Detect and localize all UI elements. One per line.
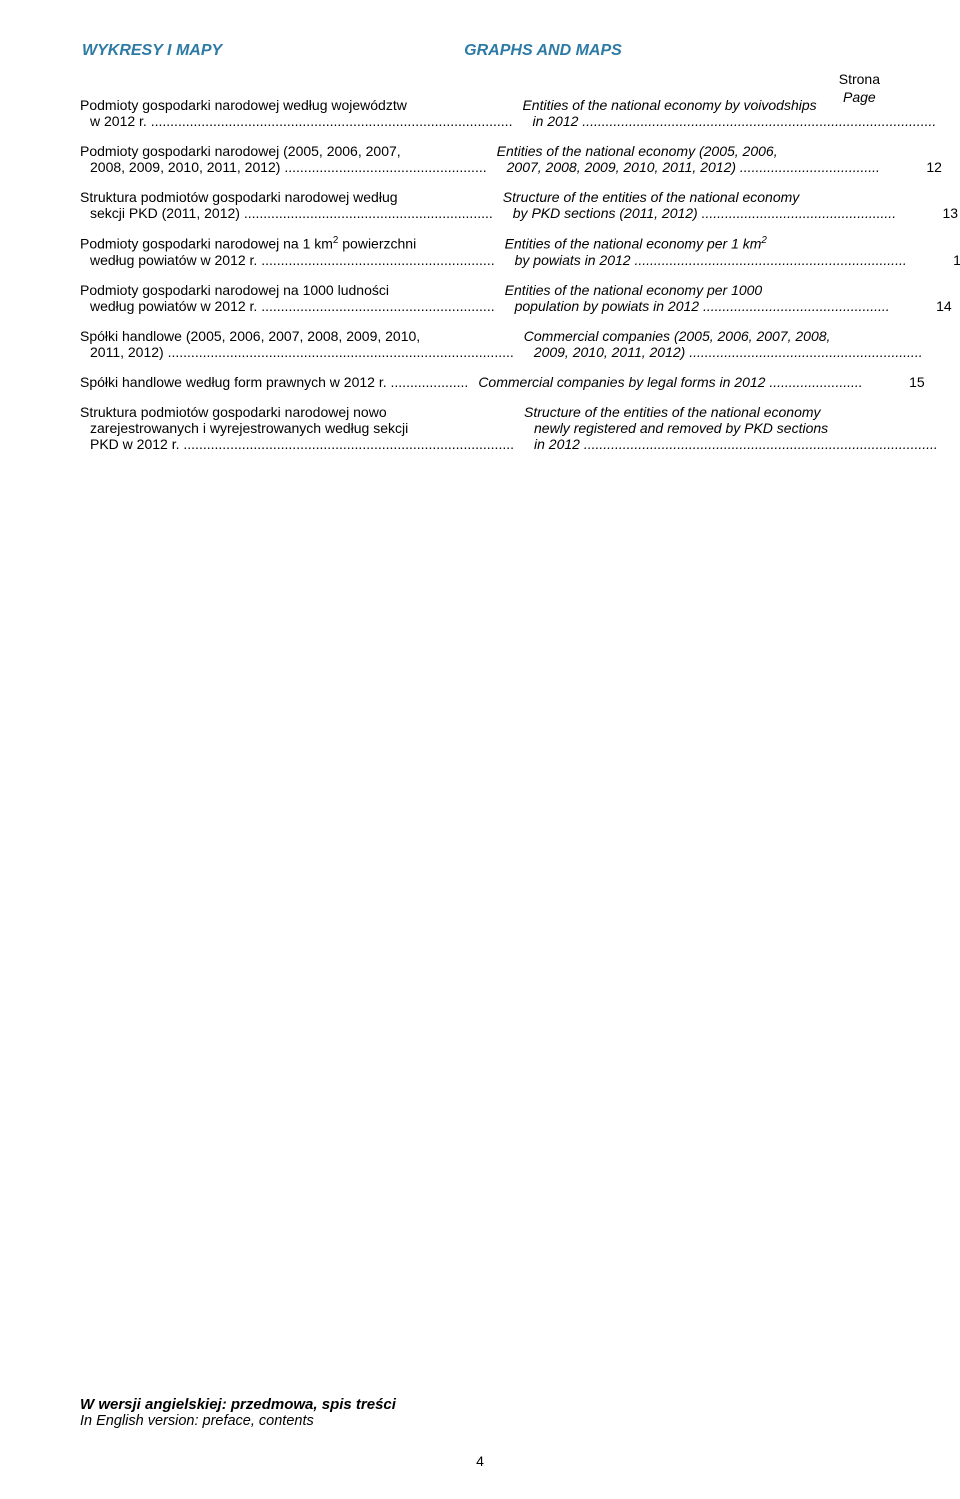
- toc-en-cell: Entities of the national economy (2005, …: [497, 143, 886, 175]
- toc-page-cell: 14: [913, 252, 960, 268]
- toc-en-line: by powiats in 2012 .....................…: [505, 252, 907, 268]
- toc-en-line: Structure of the entities of the nationa…: [524, 404, 938, 420]
- dot-leader: ........................................…: [257, 252, 494, 268]
- toc-row: Struktura podmiotów gospodarki narodowej…: [80, 189, 880, 221]
- toc-pl-line: sekcji PKD (2011, 2012) ................…: [80, 205, 493, 221]
- toc-pl-line: Podmioty gospodarki narodowej na 1 km2 p…: [80, 235, 495, 252]
- toc-pl-line: 2008, 2009, 2010, 2011, 2012) ..........…: [80, 159, 487, 175]
- dot-leader: ........................: [765, 374, 862, 390]
- dot-leader: ........................................…: [578, 113, 936, 129]
- toc-en-line: Entities of the national economy per 1 k…: [505, 235, 907, 252]
- toc-page-cell: 12: [942, 113, 960, 129]
- toc-pl-cell: Podmioty gospodarki narodowej na 1000 lu…: [80, 282, 505, 314]
- toc-page-cell: 12: [886, 159, 942, 175]
- toc-en-line: by PKD sections (2011, 2012) ...........…: [503, 205, 896, 221]
- toc-en-line: Commercial companies by legal forms in 2…: [478, 374, 862, 390]
- dot-leader: ........................................…: [257, 298, 494, 314]
- toc-en-line: in 2012 ................................…: [522, 113, 936, 129]
- toc-row: Podmioty gospodarki narodowej według woj…: [80, 97, 880, 129]
- footer-note: W wersji angielskiej: przedmowa, spis tr…: [80, 1396, 396, 1429]
- toc-pl-cell: Spółki handlowe według form prawnych w 2…: [80, 374, 478, 390]
- dot-leader: ........................................…: [631, 252, 907, 268]
- section-header-pl: WYKRESY I MAPY: [82, 42, 222, 59]
- toc-pl-line: Podmioty gospodarki narodowej (2005, 200…: [80, 143, 487, 159]
- page-column-header: Strona Page: [839, 70, 880, 106]
- page-label-en: Page: [839, 88, 880, 106]
- toc-en-line: Entities of the national economy (2005, …: [497, 143, 880, 159]
- toc-en-cell: Structure of the entities of the nationa…: [524, 404, 944, 452]
- toc-pl-line: Struktura podmiotów gospodarki narodowej…: [80, 404, 514, 420]
- dot-leader: ....................: [387, 374, 469, 390]
- dot-leader: ........................................…: [164, 344, 514, 360]
- toc-pl-line: 2011, 2012) ............................…: [80, 344, 514, 360]
- toc-row: Spółki handlowe (2005, 2006, 2007, 2008,…: [80, 328, 880, 360]
- dot-leader: ........................................…: [698, 205, 896, 221]
- toc-page-cell: 14: [896, 298, 952, 314]
- toc-page-cell: 13: [902, 205, 958, 221]
- toc-pl-line: PKD w 2012 r. ..........................…: [80, 436, 514, 452]
- toc-en-cell: Commercial companies (2005, 2006, 2007, …: [524, 328, 929, 360]
- dot-leader: ....................................: [736, 159, 880, 175]
- toc-pl-cell: Struktura podmiotów gospodarki narodowej…: [80, 189, 503, 221]
- toc-pl-line: Struktura podmiotów gospodarki narodowej…: [80, 189, 493, 205]
- toc-pl-line: Podmioty gospodarki narodowej na 1000 lu…: [80, 282, 495, 298]
- toc-en-cell: Entities of the national economy per 100…: [505, 282, 896, 314]
- dot-leader: ........................................…: [685, 344, 922, 360]
- toc-en-line: newly registered and removed by PKD sect…: [524, 420, 938, 436]
- table-of-contents: Podmioty gospodarki narodowej według woj…: [80, 97, 880, 452]
- toc-en-line: Commercial companies (2005, 2006, 2007, …: [524, 328, 923, 344]
- toc-pl-line: Podmioty gospodarki narodowej według woj…: [80, 97, 512, 113]
- toc-pl-cell: Podmioty gospodarki narodowej według woj…: [80, 97, 522, 129]
- dot-leader: ........................................…: [147, 113, 513, 129]
- toc-en-cell: Commercial companies by legal forms in 2…: [478, 374, 868, 390]
- toc-pl-line: Spółki handlowe (2005, 2006, 2007, 2008,…: [80, 328, 514, 344]
- toc-pl-cell: Podmioty gospodarki narodowej (2005, 200…: [80, 143, 497, 175]
- toc-row: Struktura podmiotów gospodarki narodowej…: [80, 404, 880, 452]
- toc-page-cell: 15: [929, 344, 960, 360]
- toc-en-cell: Entities of the national economy per 1 k…: [505, 235, 913, 268]
- toc-pl-line: zarejestrowanych i wyrejestrowanych wedł…: [80, 420, 514, 436]
- toc-row: Spółki handlowe według form prawnych w 2…: [80, 374, 880, 390]
- toc-en-line: 2007, 2008, 2009, 2010, 2011, 2012) ....…: [497, 159, 880, 175]
- toc-pl-line: według powiatów w 2012 r. ..............…: [80, 298, 495, 314]
- toc-pl-line: Spółki handlowe według form prawnych w 2…: [80, 374, 468, 390]
- dot-leader: ........................................…: [699, 298, 890, 314]
- toc-en-cell: Structure of the entities of the nationa…: [503, 189, 902, 221]
- dot-leader: ........................................…: [240, 205, 493, 221]
- toc-row: Podmioty gospodarki narodowej na 1 km2 p…: [80, 235, 880, 268]
- dot-leader: ........................................…: [180, 436, 515, 452]
- toc-pl-cell: Spółki handlowe (2005, 2006, 2007, 2008,…: [80, 328, 524, 360]
- footer-en: In English version: preface, contents: [80, 1413, 396, 1429]
- section-headers: WYKRESY I MAPY GRAPHS AND MAPS: [80, 40, 880, 62]
- toc-pl-cell: Podmioty gospodarki narodowej na 1 km2 p…: [80, 235, 505, 268]
- toc-en-line: in 2012 ................................…: [524, 436, 938, 452]
- page-label-pl: Strona: [839, 70, 880, 88]
- toc-row: Podmioty gospodarki narodowej na 1000 lu…: [80, 282, 880, 314]
- page-number: 4: [0, 1453, 960, 1469]
- toc-en-line: Structure of the entities of the nationa…: [503, 189, 896, 205]
- toc-pl-line: w 2012 r. ..............................…: [80, 113, 512, 129]
- toc-pl-line: według powiatów w 2012 r. ..............…: [80, 252, 495, 268]
- toc-pl-cell: Struktura podmiotów gospodarki narodowej…: [80, 404, 524, 452]
- toc-page-cell: 16: [944, 436, 960, 452]
- toc-row: Podmioty gospodarki narodowej (2005, 200…: [80, 143, 880, 175]
- toc-en-line: 2009, 2010, 2011, 2012) ................…: [524, 344, 923, 360]
- footer-pl: W wersji angielskiej: przedmowa, spis tr…: [80, 1396, 396, 1413]
- dot-leader: ........................................…: [280, 159, 486, 175]
- section-header-en: GRAPHS AND MAPS: [464, 42, 622, 59]
- dot-leader: ........................................…: [580, 436, 938, 452]
- toc-page-cell: 15: [869, 374, 925, 390]
- toc-en-line: Entities of the national economy per 100…: [505, 282, 890, 298]
- toc-en-line: population by powiats in 2012 ..........…: [505, 298, 890, 314]
